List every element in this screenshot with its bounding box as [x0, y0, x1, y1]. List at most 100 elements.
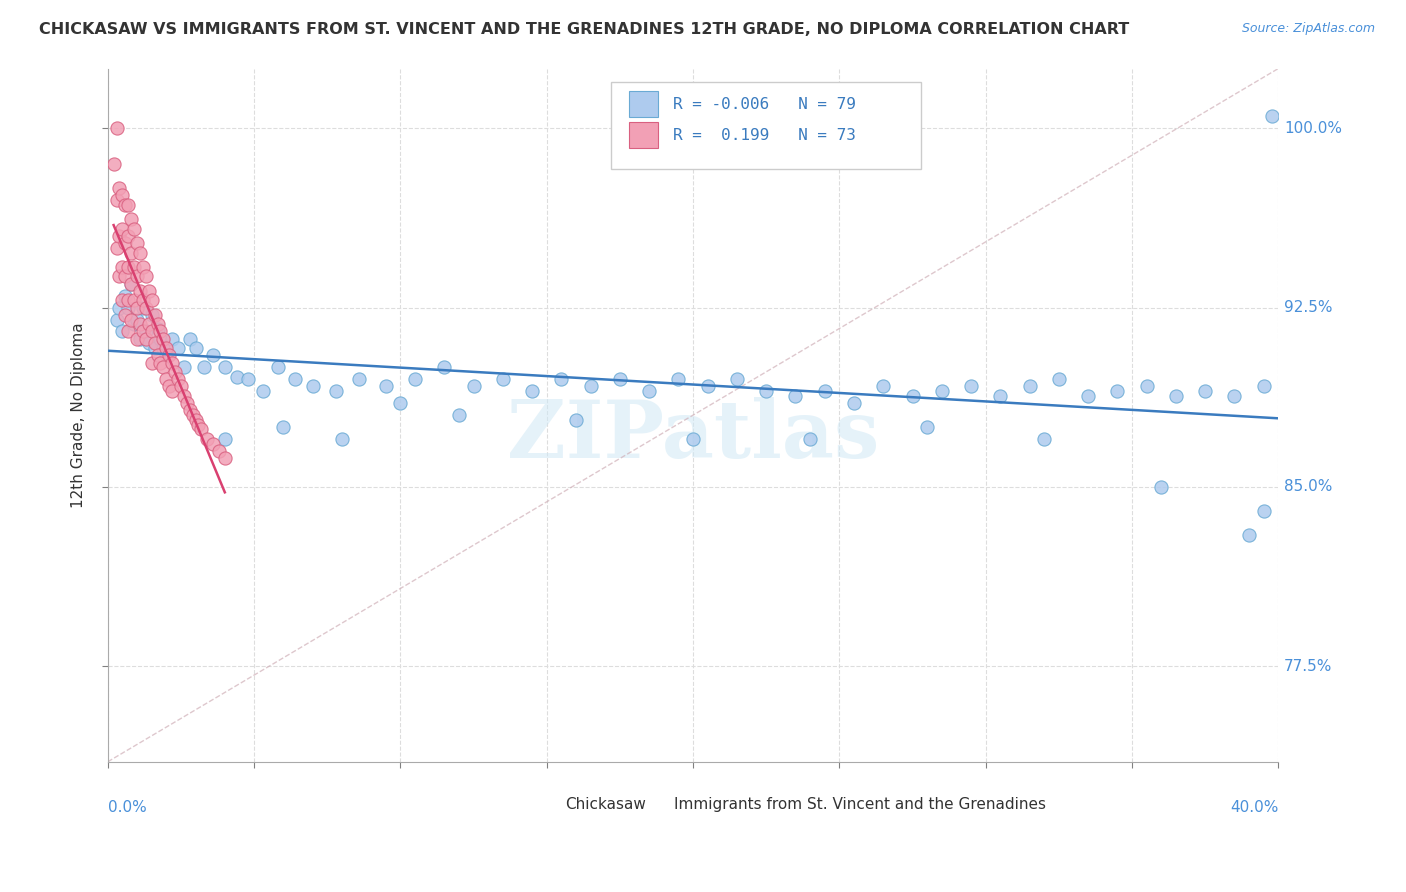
Point: [143, 336, 166, 351]
Text: Chickasaw: Chickasaw: [565, 797, 647, 813]
Point: [374, 379, 396, 393]
Point: [160, 332, 183, 346]
FancyBboxPatch shape: [612, 82, 921, 169]
Point: [1253, 379, 1275, 393]
Text: R = -0.006   N = 79: R = -0.006 N = 79: [673, 97, 856, 112]
Point: [190, 422, 212, 436]
Point: [120, 312, 142, 326]
Text: R =  0.199   N = 73: R = 0.199 N = 73: [673, 128, 856, 144]
Point: [330, 432, 353, 446]
Point: [138, 284, 160, 298]
Point: [146, 318, 169, 332]
Point: [1136, 379, 1159, 393]
Point: [138, 336, 160, 351]
Text: CHICKASAW VS IMMIGRANTS FROM ST. VINCENT AND THE GRENADINES 12TH GRADE, NO DIPLO: CHICKASAW VS IMMIGRANTS FROM ST. VINCENT…: [39, 22, 1129, 37]
Point: [492, 372, 515, 386]
Point: [117, 260, 139, 274]
Point: [111, 325, 134, 339]
Point: [252, 384, 274, 399]
Point: [120, 277, 142, 291]
Point: [1261, 109, 1284, 123]
Point: [111, 293, 134, 308]
Point: [814, 384, 837, 399]
Point: [132, 325, 155, 339]
Point: [202, 348, 225, 362]
Point: [114, 269, 136, 284]
Point: [447, 408, 470, 422]
Point: [120, 212, 142, 227]
Y-axis label: 12th Grade, No Diploma: 12th Grade, No Diploma: [72, 322, 86, 508]
Point: [349, 372, 371, 386]
Point: [160, 384, 183, 399]
Point: [114, 288, 136, 302]
Text: 100.0%: 100.0%: [1284, 120, 1343, 136]
Point: [208, 444, 231, 458]
Point: [152, 332, 174, 346]
Point: [187, 417, 209, 432]
Point: [122, 293, 145, 308]
FancyBboxPatch shape: [644, 795, 668, 815]
Point: [120, 277, 142, 291]
Point: [120, 245, 142, 260]
Point: [155, 348, 177, 362]
Point: [404, 372, 426, 386]
Point: [152, 360, 174, 375]
Point: [202, 437, 225, 451]
Point: [132, 301, 155, 315]
Point: [155, 372, 177, 386]
Point: [167, 372, 190, 386]
Point: [609, 372, 631, 386]
Point: [111, 188, 134, 202]
Point: [273, 420, 295, 434]
Point: [165, 365, 187, 379]
Point: [696, 379, 718, 393]
Point: [214, 451, 236, 466]
Point: [266, 360, 288, 375]
Point: [238, 372, 260, 386]
Point: [135, 325, 157, 339]
Point: [214, 360, 236, 375]
Point: [195, 432, 218, 446]
Point: [325, 384, 347, 399]
Point: [135, 332, 157, 346]
Point: [301, 379, 323, 393]
Point: [179, 332, 201, 346]
Text: Source: ZipAtlas.com: Source: ZipAtlas.com: [1241, 22, 1375, 36]
Point: [1018, 379, 1040, 393]
Point: [872, 379, 894, 393]
Point: [225, 370, 247, 384]
Text: 85.0%: 85.0%: [1284, 479, 1333, 494]
Point: [111, 221, 134, 235]
Point: [141, 325, 163, 339]
Point: [1107, 384, 1129, 399]
Point: [141, 308, 163, 322]
Point: [108, 301, 131, 315]
Point: [389, 396, 412, 410]
Point: [114, 235, 136, 250]
Point: [141, 355, 163, 369]
Point: [915, 420, 938, 434]
Point: [146, 348, 169, 362]
Point: [152, 341, 174, 355]
Point: [117, 198, 139, 212]
Text: 40.0%: 40.0%: [1230, 800, 1278, 815]
Point: [108, 228, 131, 243]
FancyBboxPatch shape: [536, 795, 558, 815]
Point: [799, 432, 821, 446]
Point: [108, 181, 131, 195]
Point: [111, 260, 134, 274]
Point: [135, 269, 157, 284]
Point: [160, 355, 183, 369]
Point: [105, 193, 128, 207]
Point: [1164, 389, 1187, 403]
Point: [114, 198, 136, 212]
Point: [931, 384, 953, 399]
Point: [149, 325, 172, 339]
Point: [520, 384, 543, 399]
Point: [214, 432, 236, 446]
Point: [284, 372, 307, 386]
Point: [579, 379, 602, 393]
Point: [117, 301, 139, 315]
Point: [132, 260, 155, 274]
Point: [173, 360, 195, 375]
